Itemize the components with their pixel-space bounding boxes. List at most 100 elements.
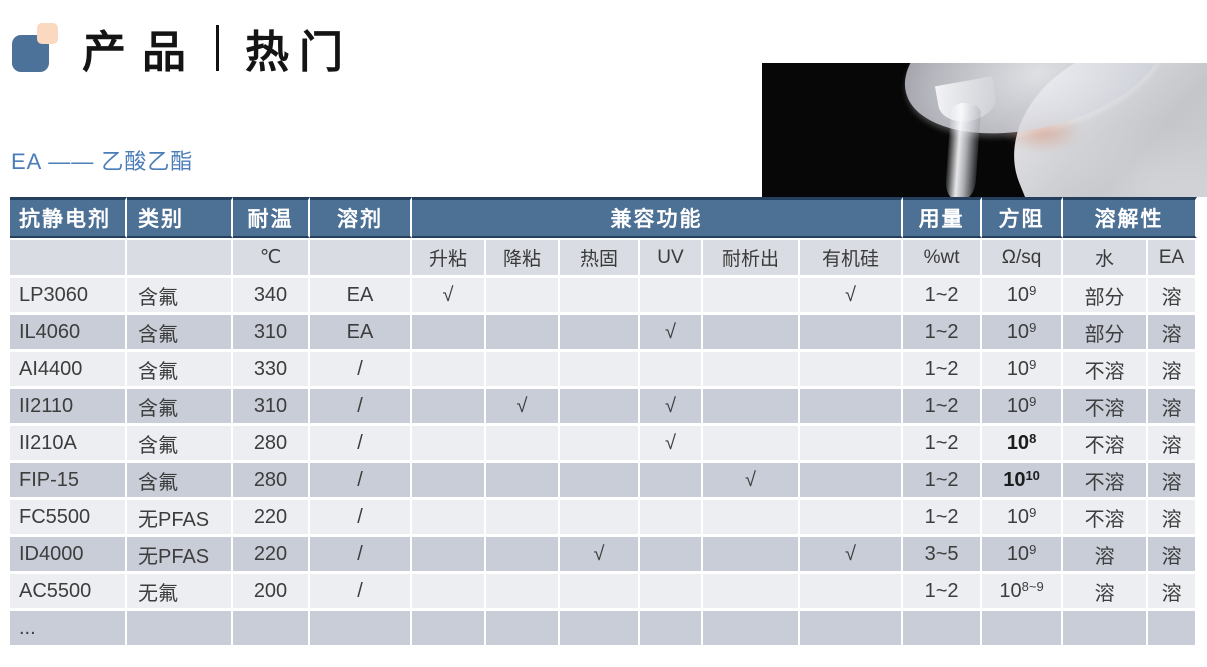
subheader-cell (127, 238, 233, 278)
table-cell (560, 278, 640, 315)
table-cell (800, 352, 904, 389)
subheader-cell: 升粘 (412, 238, 486, 278)
table-cell (800, 463, 904, 500)
table-row: AC5500 无氟 200/1~2 108~9 溶溶 (10, 574, 1198, 611)
table-cell: / (310, 389, 412, 426)
header-cell: 兼容功能 (412, 197, 904, 238)
table-cell: 含氟 (127, 426, 233, 463)
header-cell: 溶解性 (1063, 197, 1198, 238)
logo-peach-square (37, 23, 58, 44)
header-cell: 抗静电剂 (10, 197, 127, 238)
table-cell: / (310, 574, 412, 611)
superscript-exponent: 9 (1029, 282, 1037, 298)
table-cell: 310 (233, 315, 310, 352)
table-row: II210A 含氟 280/ √ 1~2 108 不溶溶 (10, 426, 1198, 463)
table-cell: / (310, 352, 412, 389)
table-cell: 280 (233, 463, 310, 500)
table-cell: 无PFAS (127, 537, 233, 574)
table-cell (560, 426, 640, 463)
table-cell: 部分 (1063, 278, 1149, 315)
table-cell: 330 (233, 352, 310, 389)
table-cell: / (310, 426, 412, 463)
table-cell (640, 537, 703, 574)
header-cell: 用量 (903, 197, 983, 238)
subheader-cell: EA (1148, 238, 1198, 278)
table-cell (703, 278, 800, 315)
table-cell: 109 (982, 537, 1064, 574)
table-cell (486, 537, 560, 574)
subheader-cell (10, 238, 127, 278)
table-cell: 220 (233, 537, 310, 574)
table-cell: 108 (982, 426, 1064, 463)
table-cell: 溶 (1148, 574, 1198, 611)
table-cell (486, 352, 560, 389)
table-cell: 109 (982, 352, 1064, 389)
table-cell: 含氟 (127, 278, 233, 315)
table-cell (486, 315, 560, 352)
superscript-exponent: 9 (1029, 356, 1037, 372)
table-cell: 1~2 (903, 315, 983, 352)
table-cell (412, 574, 486, 611)
table-cell: 1~2 (903, 500, 983, 537)
table-cell: 109 (982, 389, 1064, 426)
table-cell (486, 278, 560, 315)
table-cell (486, 463, 560, 500)
table-cell: 1~2 (903, 463, 983, 500)
table-cell (703, 611, 800, 648)
table-cell (560, 389, 640, 426)
table-cell: √ (703, 463, 800, 500)
table-cell (310, 611, 412, 648)
page-title: 产品 热门 (82, 16, 353, 80)
table-cell: 溶 (1148, 389, 1198, 426)
table-cell (703, 426, 800, 463)
header-cell: 耐温 (233, 197, 310, 238)
table-cell: √ (640, 389, 703, 426)
table-cell (703, 500, 800, 537)
table-cell: / (310, 463, 412, 500)
table-cell (640, 574, 703, 611)
page-title-right: 热门 (245, 27, 353, 78)
table-cell (560, 500, 640, 537)
table-cell: / (310, 537, 412, 574)
table-cell: 含氟 (127, 315, 233, 352)
table-cell: 109 (982, 278, 1064, 315)
header-cell: 方阻 (982, 197, 1064, 238)
subheader-cell: 降粘 (486, 238, 560, 278)
table-cell (703, 315, 800, 352)
table-cell: 部分 (1063, 315, 1149, 352)
table-subheader-row: ℃ 升粘 降粘 热固 UV 耐析出 有机硅 %wt Ω/sq 水 EA (10, 238, 1198, 278)
table-cell (982, 611, 1064, 648)
product-name-cell: II2110 (10, 389, 127, 426)
header-cell: 类别 (127, 197, 233, 238)
title-divider (216, 25, 219, 71)
table-cell (703, 574, 800, 611)
table-cell: 不溶 (1063, 463, 1149, 500)
table-cell (486, 426, 560, 463)
table-cell: √ (486, 389, 560, 426)
product-photo (762, 63, 1207, 197)
table-cell (486, 500, 560, 537)
table-row: ... (10, 611, 1198, 648)
header-cell: 溶剂 (310, 197, 412, 238)
table-row: ID4000 无PFAS 220/√ √ 3~5 109 溶溶 (10, 537, 1198, 574)
table-cell (703, 537, 800, 574)
table-cell (903, 611, 983, 648)
table-cell: 无氟 (127, 574, 233, 611)
table-row: AI4400 含氟 330/ 1~2 109 不溶溶 (10, 352, 1198, 389)
table-row: IL4060 含氟 310 EA √ 1~2 109 部分溶 (10, 315, 1198, 352)
table-cell (1063, 611, 1149, 648)
superscript-exponent: 9 (1029, 541, 1037, 557)
subheader-cell: UV (640, 238, 703, 278)
table-cell: 溶 (1148, 278, 1198, 315)
table-cell (800, 611, 904, 648)
subheader-cell: 有机硅 (800, 238, 904, 278)
table-cell: 109 (982, 500, 1064, 537)
table-cell: 1~2 (903, 426, 983, 463)
table-cell (800, 426, 904, 463)
table-cell: 溶 (1063, 537, 1149, 574)
table-cell: 340 (233, 278, 310, 315)
table-cell: 1~2 (903, 278, 983, 315)
table-cell: 3~5 (903, 537, 983, 574)
table-cell: 200 (233, 574, 310, 611)
product-name-cell: FC5500 (10, 500, 127, 537)
